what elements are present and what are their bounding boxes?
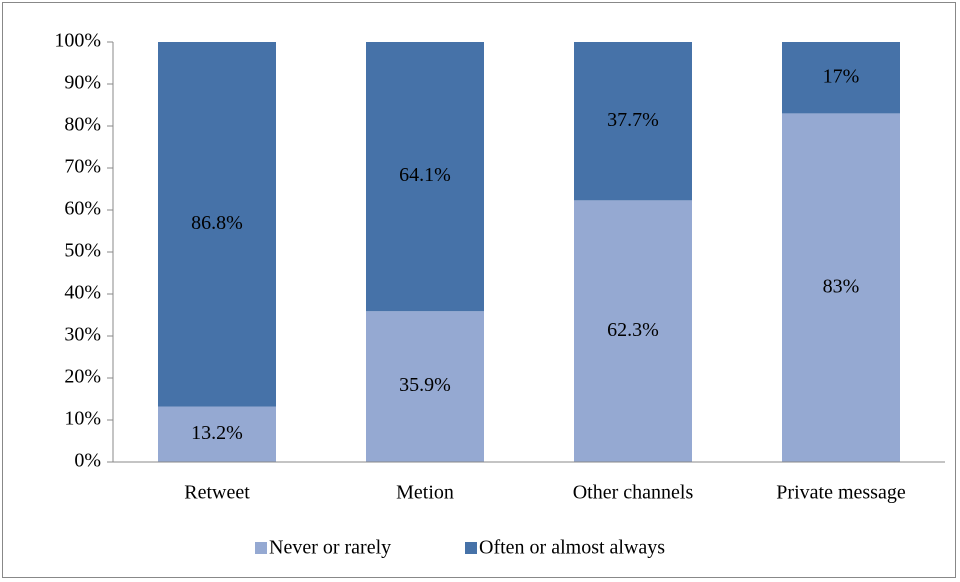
bar-segment xyxy=(574,200,692,462)
bar-segment xyxy=(574,42,692,201)
data-label: 37.7% xyxy=(607,109,659,131)
bar-segment xyxy=(366,42,484,312)
y-tick-label: 0% xyxy=(74,450,101,472)
bar-segment xyxy=(782,42,900,114)
bar-segment xyxy=(158,42,276,407)
data-label: 83% xyxy=(823,275,860,297)
bar-segment xyxy=(158,406,276,462)
x-tick-label: Metion xyxy=(396,482,454,504)
y-tick-label: 20% xyxy=(64,366,101,388)
y-tick-label: 70% xyxy=(64,156,101,178)
x-tick-label: Private message xyxy=(776,482,906,504)
legend-label: Never or rarely xyxy=(269,537,391,559)
data-label: 86.8% xyxy=(191,212,243,234)
legend-swatch xyxy=(255,542,267,554)
x-tick-label: Other channels xyxy=(573,482,694,504)
data-label: 62.3% xyxy=(607,319,659,341)
y-tick-label: 100% xyxy=(54,30,101,52)
y-tick-label: 90% xyxy=(64,72,101,94)
y-tick-label: 30% xyxy=(64,324,101,346)
x-tick-label: Retweet xyxy=(184,482,250,504)
y-tick-label: 80% xyxy=(64,114,101,136)
y-tick-label: 60% xyxy=(64,198,101,220)
y-tick-label: 10% xyxy=(64,408,101,430)
legend-swatch xyxy=(465,542,477,554)
y-tick-label: 50% xyxy=(64,240,101,262)
y-tick-label: 40% xyxy=(64,282,101,304)
legend-label: Often or almost always xyxy=(479,537,665,559)
data-label: 17% xyxy=(823,65,860,87)
data-label: 64.1% xyxy=(399,164,451,186)
data-label: 35.9% xyxy=(399,374,451,396)
bar-segment xyxy=(366,311,484,462)
data-label: 13.2% xyxy=(191,422,243,444)
bar-segment xyxy=(782,113,900,463)
